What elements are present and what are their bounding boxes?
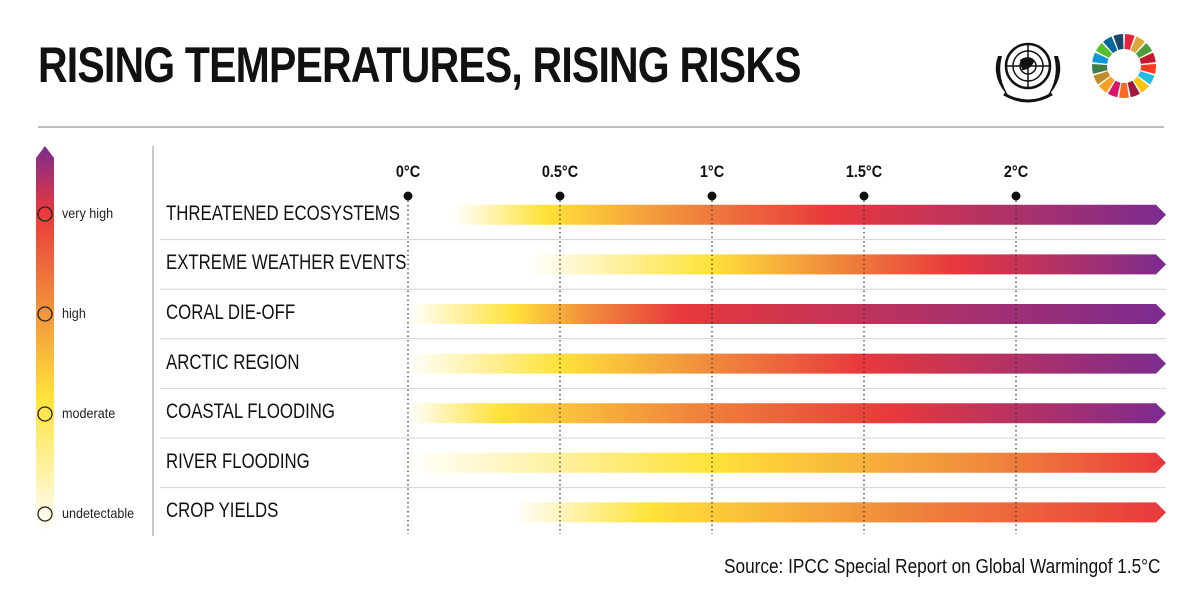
- legend-marker-very-high: [37, 206, 53, 222]
- tick-marker: [555, 191, 565, 201]
- risk-bar: [408, 353, 1166, 374]
- sdg-segment: [1113, 34, 1124, 50]
- tick-marker: [859, 191, 869, 201]
- legend-label-moderate: moderate: [62, 405, 116, 421]
- legend-label-undetectable: undetectable: [62, 505, 135, 521]
- tick-marker: [1011, 191, 1021, 201]
- risk-bar: [408, 254, 1166, 275]
- category-label: EXTREME WEATHER EVENTS: [166, 251, 407, 275]
- sdg-segment: [1137, 71, 1155, 85]
- sdg-segment: [1092, 52, 1109, 64]
- sdg-segment: [1133, 76, 1149, 93]
- risk-bar: [408, 403, 1166, 424]
- category-label: COASTAL FLOODING: [166, 400, 335, 424]
- risk-bar: [408, 502, 1166, 523]
- un-emblem-icon: [995, 42, 1061, 103]
- x-tick-label: 1°C: [699, 162, 725, 181]
- header-divider: [38, 126, 1164, 128]
- sdg-segment: [1099, 76, 1115, 93]
- risk-bar: [408, 204, 1166, 225]
- legend-divider: [152, 146, 154, 536]
- risk-bar: [408, 452, 1166, 473]
- tick-marker: [403, 191, 413, 201]
- sdg-segment: [1130, 36, 1145, 54]
- x-tick-label: 0.5°C: [541, 162, 579, 181]
- sdg-segment: [1135, 43, 1153, 58]
- sdg-segment: [1124, 34, 1135, 50]
- risk-color-scale: [36, 146, 54, 532]
- sdg-segment: [1091, 64, 1108, 74]
- risk-bar: [408, 304, 1166, 324]
- sdg-segment: [1095, 43, 1113, 58]
- sdg-segment: [1093, 71, 1111, 85]
- category-label: RIVER FLOODING: [166, 449, 310, 473]
- source-note: Source: IPCC Special Report on Global Wa…: [723, 556, 1160, 578]
- sdg-segment: [1140, 64, 1157, 74]
- legend-label-high: high: [62, 305, 86, 321]
- legend-marker-undetectable: [37, 506, 53, 522]
- x-tick-label: 1.5°C: [845, 162, 883, 181]
- sdg-segment: [1103, 36, 1118, 54]
- category-label: CORAL DIE-OFF: [166, 301, 296, 324]
- category-label: THREATENED ECOSYSTEMS: [166, 201, 400, 225]
- sdg-wheel-icon: [1091, 34, 1157, 99]
- x-tick-label: 0°C: [395, 162, 421, 181]
- sdg-segment: [1127, 80, 1141, 98]
- legend-marker-high: [37, 306, 53, 322]
- legend-marker-moderate: [37, 406, 53, 422]
- sdg-segment: [1119, 82, 1129, 99]
- sdg-segment: [1139, 52, 1156, 64]
- tick-marker: [707, 191, 717, 201]
- category-label: CROP YIELDS: [166, 499, 279, 523]
- sdg-segment: [1107, 80, 1121, 98]
- legend-label-very-high: very high: [62, 205, 114, 221]
- category-label: ARCTIC REGION: [166, 350, 300, 374]
- page-title: RISING TEMPERATURES, RISING RISKS: [38, 37, 801, 93]
- x-tick-label: 2°C: [1003, 162, 1029, 181]
